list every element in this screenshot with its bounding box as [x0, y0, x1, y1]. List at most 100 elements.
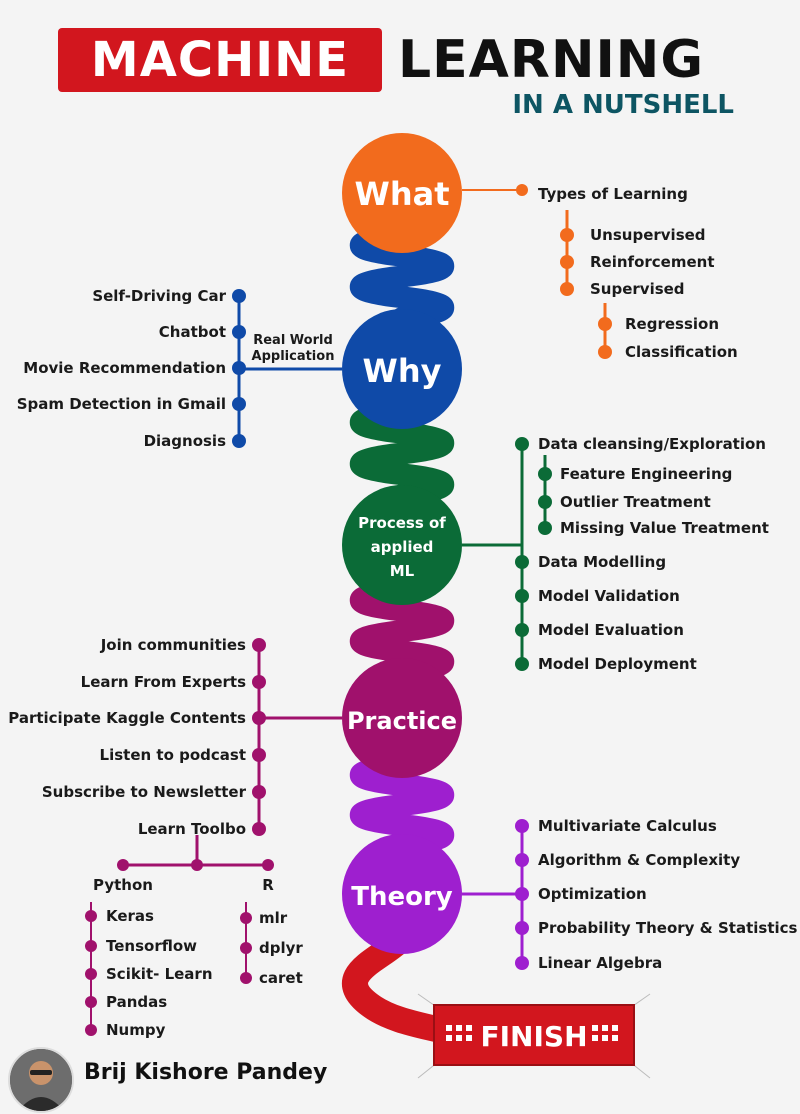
- process-sub-label: Outlier Treatment: [560, 493, 711, 511]
- type-dot: [560, 255, 574, 269]
- theory-item-label: Linear Algebra: [538, 954, 662, 972]
- type-dot: [560, 228, 574, 242]
- python-dot: [85, 996, 97, 1008]
- theory-dot: [515, 853, 529, 867]
- checker-square: [456, 1025, 462, 1031]
- supervised-label: Regression: [625, 315, 719, 333]
- why-item-label: Diagnosis: [144, 432, 227, 450]
- process-item-label: Model Validation: [538, 587, 680, 605]
- practice-item-label: Listen to podcast: [100, 746, 246, 764]
- types-of-learning-title: Types of Learning: [538, 185, 688, 203]
- node-theory-label: Theory: [351, 882, 453, 912]
- why-dot: [232, 289, 246, 303]
- author-name: Brij Kishore Pandey: [84, 1060, 327, 1085]
- checker-square: [612, 1025, 618, 1031]
- practice-item-label: Join communities: [100, 636, 246, 654]
- checker-square: [456, 1035, 462, 1041]
- why-item-label: Self-Driving Car: [92, 287, 226, 305]
- r-dot: [240, 972, 252, 984]
- process-dot: [515, 657, 529, 671]
- python-lib-label: Pandas: [106, 993, 167, 1011]
- practice-dot: [252, 638, 266, 652]
- r-dot: [240, 942, 252, 954]
- python-dot: [85, 910, 97, 922]
- python-lib-label: Keras: [106, 907, 154, 925]
- why-dot: [232, 325, 246, 339]
- node-practice-label: Practice: [347, 707, 457, 735]
- process-dot: [515, 589, 529, 603]
- r-label: R: [262, 876, 274, 894]
- why-item-label: Spam Detection in Gmail: [17, 395, 226, 413]
- process-sub-dot: [538, 521, 552, 535]
- application-label: Application: [252, 349, 335, 364]
- node-process-label: ML: [390, 562, 415, 580]
- why-dot: [232, 361, 246, 375]
- r-lib-label: caret: [259, 969, 303, 987]
- practice-item-label: Learn Toolbo: [138, 820, 246, 838]
- supervised-dot: [598, 345, 612, 359]
- type-label: Unsupervised: [590, 226, 706, 244]
- process-item-label: Model Evaluation: [538, 621, 684, 639]
- process-sub-dot: [538, 495, 552, 509]
- author-avatar: [8, 1047, 74, 1113]
- checker-square: [602, 1025, 608, 1031]
- finish-label: FINISH: [481, 1020, 588, 1053]
- checker-square: [592, 1025, 598, 1031]
- types-title-dot: [516, 184, 528, 196]
- r-lib-label: dplyr: [259, 939, 303, 957]
- why-dot: [232, 397, 246, 411]
- practice-dot: [252, 675, 266, 689]
- process-dot: [515, 623, 529, 637]
- why-item-label: Movie Recommendation: [23, 359, 226, 377]
- type-label: Supervised: [590, 280, 685, 298]
- toolbox-dot: [191, 859, 203, 871]
- supervised-label: Classification: [625, 343, 738, 361]
- theory-item-label: Multivariate Calculus: [538, 817, 717, 835]
- node-why-label: Why: [363, 352, 442, 390]
- node-process-label: applied: [371, 538, 434, 556]
- node-what-label: What: [355, 175, 450, 213]
- checker-square: [446, 1035, 452, 1041]
- python-dot: [85, 968, 97, 980]
- checker-square: [592, 1035, 598, 1041]
- node-process-label: Process of: [358, 514, 446, 532]
- process-item-label: Data Modelling: [538, 553, 666, 571]
- checker-square: [466, 1035, 472, 1041]
- python-label: Python: [93, 876, 153, 894]
- why-item-label: Chatbot: [159, 323, 226, 341]
- practice-item-label: Participate Kaggle Contents: [8, 709, 246, 727]
- supervised-dot: [598, 317, 612, 331]
- python-lib-label: Tensorflow: [106, 937, 197, 955]
- process-dot: [515, 437, 529, 451]
- practice-dot: [252, 748, 266, 762]
- theory-dot: [515, 921, 529, 935]
- practice-item-label: Learn From Experts: [81, 673, 246, 691]
- practice-dot: [252, 711, 266, 725]
- python-lib-label: Numpy: [106, 1021, 166, 1039]
- process-dot: [515, 555, 529, 569]
- type-label: Reinforcement: [590, 253, 715, 271]
- why-dot: [232, 434, 246, 448]
- process-sub-label: Missing Value Treatment: [560, 519, 769, 537]
- practice-item-label: Subscribe to Newsletter: [42, 783, 247, 801]
- process-item-label: Data cleansing/Exploration: [538, 435, 766, 453]
- python-dot: [85, 1024, 97, 1036]
- checker-square: [446, 1025, 452, 1031]
- theory-item-label: Probability Theory & Statistics: [538, 919, 798, 937]
- theory-item-label: Optimization: [538, 885, 647, 903]
- practice-dot: [252, 785, 266, 799]
- process-item-label: Model Deployment: [538, 655, 697, 673]
- checker-square: [466, 1025, 472, 1031]
- toolbox-dot: [262, 859, 274, 871]
- process-sub-label: Feature Engineering: [560, 465, 732, 483]
- practice-dot: [252, 822, 266, 836]
- process-sub-dot: [538, 467, 552, 481]
- toolbox-dot: [117, 859, 129, 871]
- checker-square: [612, 1035, 618, 1041]
- python-dot: [85, 940, 97, 952]
- theory-dot: [515, 956, 529, 970]
- theory-dot: [515, 887, 529, 901]
- real-world-label: Real World: [253, 333, 333, 348]
- checker-square: [602, 1035, 608, 1041]
